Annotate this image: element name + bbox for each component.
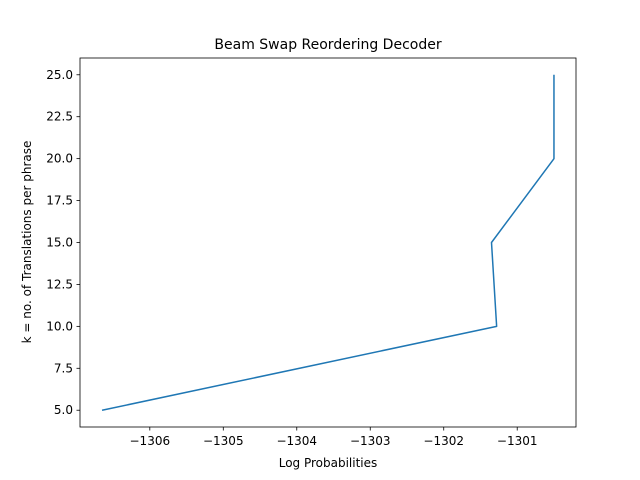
y-axis-label: k = no. of Translations per phrase — [20, 141, 34, 344]
x-tick-label: −1304 — [276, 434, 317, 448]
x-tick-label: −1303 — [350, 434, 391, 448]
x-tick-label: −1302 — [423, 434, 464, 448]
x-axis-ticks: −1306 −1305 −1304 −1303 −1302 −1301 — [130, 427, 538, 448]
y-tick-label: 25.0 — [46, 68, 73, 82]
y-tick-label: 5.0 — [54, 403, 73, 417]
y-axis-ticks: 5.0 7.5 10.0 12.5 15.0 17.5 20.0 22.5 25.0 — [46, 68, 80, 417]
y-tick-label: 7.5 — [54, 361, 73, 375]
x-tick-label: −1301 — [497, 434, 538, 448]
y-tick-label: 15.0 — [46, 236, 73, 250]
x-tick-label: −1306 — [130, 434, 171, 448]
x-axis-label: Log Probabilities — [279, 456, 378, 470]
y-tick-label: 22.5 — [46, 110, 73, 124]
x-tick-label: −1305 — [203, 434, 244, 448]
y-tick-label: 10.0 — [46, 319, 73, 333]
y-tick-label: 17.5 — [46, 194, 73, 208]
y-tick-label: 20.0 — [46, 152, 73, 166]
y-tick-label: 12.5 — [46, 277, 73, 291]
chart-title: Beam Swap Reordering Decoder — [214, 37, 441, 53]
series-line-0 — [101, 74, 555, 411]
